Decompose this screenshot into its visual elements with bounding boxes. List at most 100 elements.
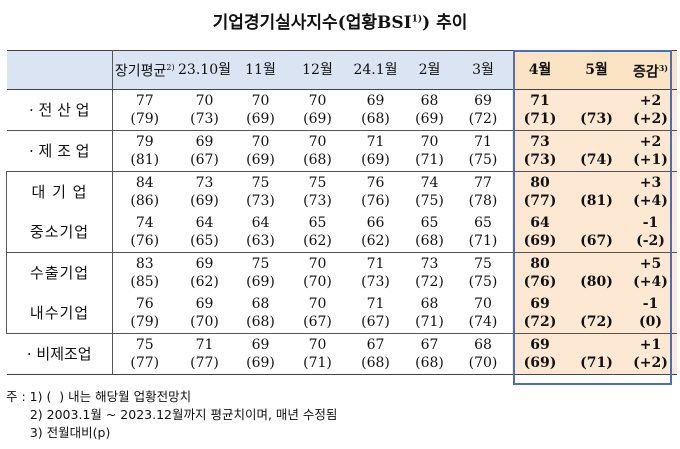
header-row: 장기평균2) 23.10월 11월 12월 24.1월 2월 3월 4월 5월 … [6,50,677,90]
cell: (73) [568,89,625,131]
cell: 75 (75) [454,252,512,293]
cell: -1 (-2) [624,212,677,253]
row-label: · 전 산 업 [6,89,113,131]
row-label: 중소기업 [6,212,113,253]
row-label: · 제 조 업 [6,130,113,172]
cell: 70 (69) [288,89,347,131]
cell: +2 (+2) [624,89,677,131]
table-row: 수출기업 83 (85) 69 (62) 75 (69) 70 (70) 71 (73) … [6,252,677,293]
cell: 64 (69) [511,212,569,253]
header-col: 11월 [232,50,289,90]
table-title: 기업경기실사지수(업황BSI1)) 추이 [212,13,468,33]
cell: 69 (67) [176,130,233,172]
header-col: 12월 [288,50,347,90]
cell: 83 (85) [112,252,177,293]
footnote-1: 주 : 1) ( ) 내는 해당월 업황전망치 [6,389,192,404]
row-label: 수출기업 [6,252,113,293]
header-col: 23.10월 [176,50,233,90]
cell: 70 (69) [232,130,289,172]
cell: 69 (68) [346,89,405,131]
cell: (71) [568,333,625,375]
cell: (80) [568,252,625,293]
cell: 73 (69) [176,171,233,212]
table-row: · 제 조 업 79 (81) 69 (67) 70 (69) 70 (68) 71 (6… [6,130,677,172]
cell: (81) [568,171,625,212]
table-row: · 비제조업 75 (77) 71 (77) 69 (69) 70 (71) 67 (68… [6,333,677,375]
cell: 69 (69) [511,333,569,375]
header-blank [6,50,113,90]
cell: 68 (70) [454,333,512,375]
footnote-2: 2) 2003.1월 ~ 2023.12월까지 평균치이며, 매년 수정됨 [6,407,338,422]
cell: +5 (+4) [624,252,677,293]
cell: 64 (63) [246,215,275,249]
cell: 70 (71) [288,333,347,375]
cell: 68 (71) [415,296,444,330]
cell: 65 (62) [303,215,332,249]
header-col-may: 5월 [568,50,625,90]
cell: 74 (75) [404,171,455,212]
cell: 70 (73) [176,89,233,131]
cell: (67) [568,212,625,253]
footnote-3: 3) 전월대비(p) [6,425,111,440]
cell: +3 (+4) [624,171,677,212]
cell: 80 (77) [511,171,569,212]
bsi-table: 장기평균2) 23.10월 11월 12월 24.1월 2월 3월 4월 5월 … [6,50,677,375]
cell: 68 (68) [246,296,275,330]
cell: 71 (67) [361,296,390,330]
row-label: 대 기 업 [6,171,113,212]
cell: 67 (68) [346,333,405,375]
header-long-term-avg: 장기평균2) [112,50,177,90]
cell: 75 (69) [232,252,289,293]
cell: 71 (71) [511,89,569,131]
cell: 73 (73) [511,130,569,172]
cell: 67 (68) [404,333,455,375]
cell: 71 (73) [346,252,405,293]
cell: 70 (74) [468,296,498,330]
cell: 75 (77) [112,333,177,375]
cell: 74 (76) [130,215,160,249]
footnotes: 주 : 1) ( ) 내는 해당월 업황전망치 2) 2003.1월 ~ 202… [6,388,337,442]
header-col-change: 증감3) [624,50,677,90]
table-row: · 전 산 업 77 (79) 70 (73) 70 (69) 70 (69) 69 (6… [6,89,677,131]
cell: 69 (72) [454,89,512,131]
cell: 71 (69) [346,130,405,172]
cell: 80 (76) [511,252,569,293]
row-label: 내수기업 [6,293,113,334]
cell: 75 (73) [288,171,347,212]
cell: 66 (62) [361,215,390,249]
cell: 71 (75) [454,130,512,172]
cell: 69 (62) [176,252,233,293]
cell: 70 (67) [303,296,332,330]
table-row: 중소기업 74 (76) 64 (65) 64 (63) 65 (62) 66 (62) … [6,212,677,253]
cell: +2 (+1) [624,130,677,172]
cell: 65 (68) [415,215,444,249]
cell: 76 (76) [346,171,405,212]
table-row: 대 기 업 84 (86) 73 (69) 75 (73) 75 (73) 76 (76)… [6,171,677,212]
cell: 79 (81) [112,130,177,172]
cell: 70 (69) [232,89,289,131]
cell: 70 (71) [404,130,455,172]
cell: -1 (0) [624,293,677,334]
cell: 65 (71) [468,215,498,249]
table-row: 내수기업 76 (79) 69 (70) 68 (68) 70 (67) 71 (67) … [6,293,677,334]
header-col-apr: 4월 [511,50,569,90]
cell: 77 (79) [112,89,177,131]
cell: 70 (70) [288,252,347,293]
header-col: 3월 [454,50,512,90]
cell: (74) [568,130,625,172]
cell: +1 (+2) [624,333,677,375]
cell: 77 (78) [454,171,512,212]
cell: 68 (69) [404,89,455,131]
cell: 70 (68) [288,130,347,172]
row-label: · 비제조업 [6,333,113,375]
header-col: 24.1월 [346,50,405,90]
cell: 84 (86) [112,171,177,212]
cell: 71 (77) [176,333,233,375]
cell: 69 (70) [190,296,219,330]
cell: 75 (73) [232,171,289,212]
cell: (72) [568,293,625,334]
cell: 69 (69) [232,333,289,375]
cell: 64 (65) [190,215,219,249]
cell: 73 (72) [404,252,455,293]
cell: 76 (79) [130,296,160,330]
